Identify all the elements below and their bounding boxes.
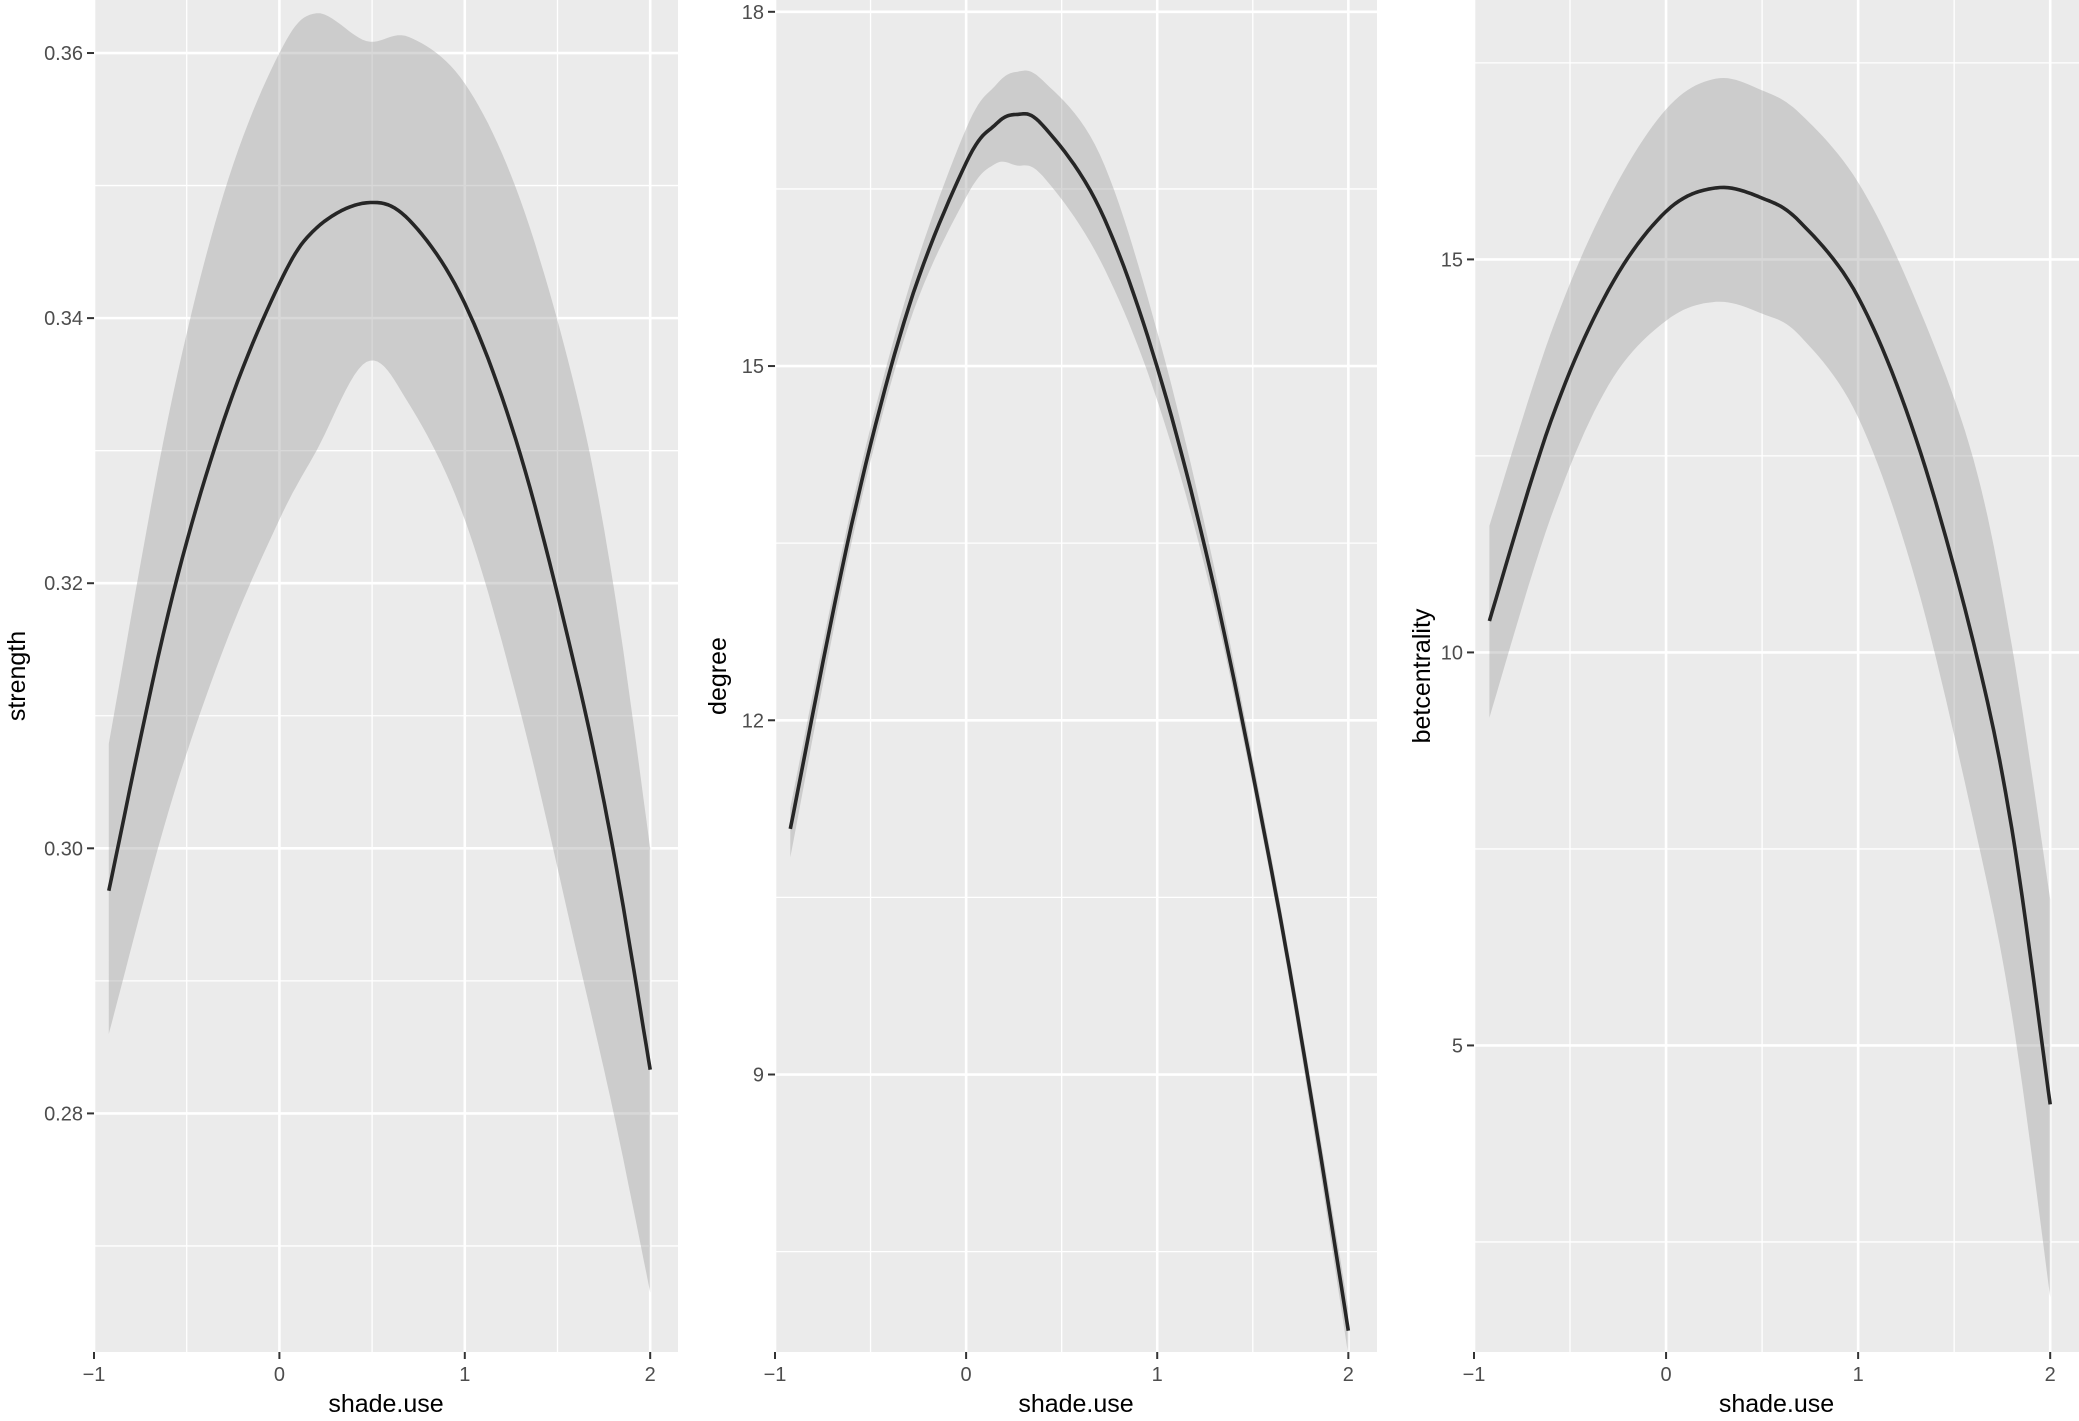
y-tick-label: 18 [742, 2, 764, 24]
y-axis-title: betcentrality [1408, 608, 1436, 743]
x-axis-title: shade.use [328, 1390, 443, 1418]
x-tick-label: 1 [1152, 1364, 1163, 1386]
x-tick-label: 1 [459, 1364, 470, 1386]
y-tick-label: 10 [1441, 642, 1463, 664]
x-tick-label: −1 [764, 1364, 787, 1386]
plot-background [94, 0, 678, 1352]
x-tick-label: 2 [2045, 1364, 2056, 1386]
y-tick-label: 0.30 [44, 838, 83, 860]
plot-background [1474, 0, 2079, 1352]
x-axis-title: shade.use [1018, 1390, 1133, 1418]
y-axis-title: degree [704, 637, 732, 715]
y-axis-title: strength [3, 631, 31, 721]
x-tick-label: 0 [1661, 1364, 1672, 1386]
fitted-curve [788, 112, 1351, 1331]
y-tick-label: 9 [753, 1065, 764, 1087]
x-tick-label: 0 [961, 1364, 972, 1386]
x-tick-label: 1 [1853, 1364, 1864, 1386]
confidence-ribbon [1489, 78, 2051, 1297]
x-tick-label: −1 [1463, 1364, 1486, 1386]
x-tick-label: −1 [83, 1364, 106, 1386]
y-tick-label: 0.32 [44, 573, 83, 595]
y-tick-label: 5 [1452, 1035, 1463, 1057]
y-tick-label: 0.36 [44, 43, 83, 65]
fitted-curve [1487, 185, 2052, 1105]
x-tick-label: 0 [274, 1364, 285, 1386]
x-tick-label: 2 [645, 1364, 656, 1386]
confidence-ribbon [108, 13, 651, 1293]
chart-panel-3: −1 0 1 2 5 10 15 shade.use betcentrality [1408, 0, 2079, 1418]
y-tick-label: 15 [1441, 249, 1463, 271]
chart-panel-1: −1 0 1 2 0.28 0.30 0.32 0.34 0.36 shade.use streng… [3, 0, 678, 1418]
y-tick-label: 0.28 [44, 1103, 83, 1125]
y-tick-label: 0.34 [44, 308, 83, 330]
x-axis-title: shade.use [1719, 1390, 1834, 1418]
fitted-curve [107, 200, 652, 1070]
y-tick-label: 12 [742, 710, 764, 732]
x-tick-label: 2 [1343, 1364, 1354, 1386]
y-tick-label: 15 [742, 356, 764, 378]
plot-background [775, 0, 1377, 1352]
